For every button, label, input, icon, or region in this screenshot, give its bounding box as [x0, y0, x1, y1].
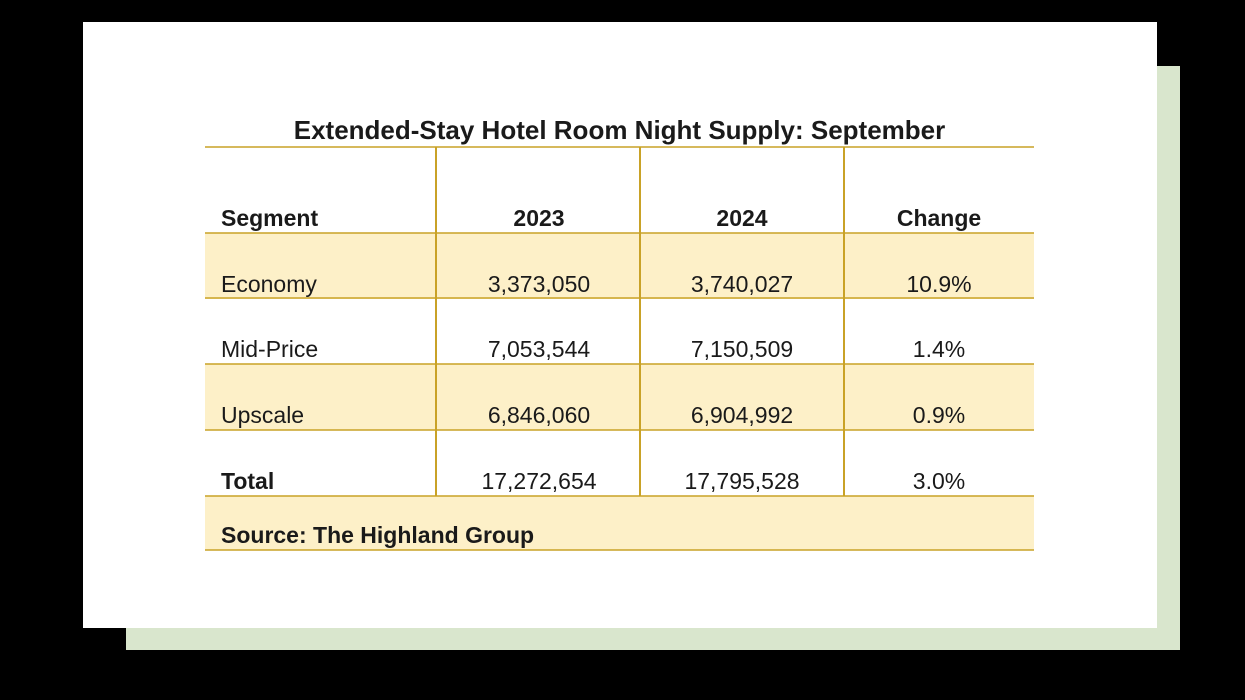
row-band-0 [205, 233, 1034, 299]
cell-y2023-1: 7,053,544 [488, 336, 591, 362]
column-header-1: 2023 [513, 205, 564, 231]
cell-y2023-2: 6,846,060 [488, 402, 590, 428]
column-header-2: 2024 [716, 205, 767, 231]
cell-change-1: 1.4% [913, 336, 965, 362]
cell-y2024-1: 7,150,509 [691, 336, 793, 362]
cell-segment-1: Mid-Price [221, 336, 318, 362]
column-header-3: Change [897, 205, 981, 231]
cell-segment-3: Total [221, 468, 274, 494]
source-note: Source: The Highland Group [221, 522, 534, 548]
table-title: Extended-Stay Hotel Room Night Supply: S… [293, 115, 946, 145]
cell-change-3: 3.0% [913, 468, 965, 494]
cell-y2024-3: 17,795,528 [684, 468, 799, 494]
cell-segment-2: Upscale [221, 402, 304, 428]
source-band [205, 496, 1034, 550]
row-band-2 [205, 364, 1034, 430]
cell-y2024-2: 6,904,992 [691, 402, 793, 428]
cell-y2023-3: 17,272,654 [481, 468, 596, 494]
cell-change-0: 10.9% [906, 271, 971, 297]
cell-segment-0: Economy [221, 271, 317, 297]
cell-y2023-0: 3,373,050 [488, 271, 590, 297]
cell-y2024-0: 3,740,027 [691, 271, 793, 297]
column-header-0: Segment [221, 205, 318, 231]
cell-change-2: 0.9% [913, 402, 965, 428]
